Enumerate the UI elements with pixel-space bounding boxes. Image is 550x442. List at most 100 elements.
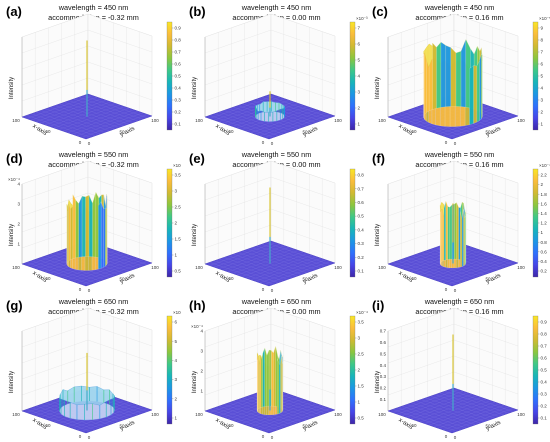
grid-line-z [204,224,336,249]
surface-wall [461,209,464,267]
x-tick-label: 100 [12,412,20,417]
mesh-line [35,98,102,122]
colorbar-tick-label: 2.2 [541,173,548,178]
surface-wall [450,47,457,107]
surface-wall [92,192,96,258]
colorbar-tick-label: 2 [358,368,361,373]
y-axis-label: y-axis [485,273,502,285]
colorbar-tick-label: 0.7 [175,50,182,55]
mesh-line [78,97,143,120]
colorbar-tick-label: 1.8 [541,192,548,197]
surface-plot: 100 50 0 0 50 100 x-axis y-axis Intensity 9 8 7 6 5 4 3… [375,13,550,146]
y-axis-label: y-axis [302,420,319,432]
colorbar-tick-label: 0.4 [541,259,548,264]
panel-letter: (g) [6,298,23,313]
mesh-line [444,391,509,414]
colorbar-tick-label: 1 [358,122,361,127]
colorbar-tick-label: 3.5 [175,173,182,178]
colorbar-exponent: ×10 [173,310,181,315]
z-tick-exponent: ×10⁻⁴ [8,177,20,182]
colorbar-tick-label: 0.1 [541,416,548,421]
colorbar-tick-label: 4 [358,74,361,79]
panel-c: (c) wavelength = 450 nm accommodation = … [368,0,550,147]
z-tick-label: 0.5 [380,351,387,356]
z-axis-label: Intensity [375,371,381,393]
z-tick-label: 3 [17,202,20,207]
grid-line-z [21,371,153,396]
surface-wall [460,211,463,268]
surface-wall [101,201,104,269]
x-tick-label: 100 [195,412,203,417]
colorbar-tick-label: 2 [358,106,361,111]
surface-wall [445,201,448,260]
y-tick-label: 0 [454,141,457,146]
grid-line-z [21,176,153,201]
grid-line-z [387,45,519,70]
surface-wall [441,202,443,262]
surface-wall [479,54,482,121]
colorbar-tick-label: 0.7 [358,186,365,191]
colorbar-tick-label: 0.6 [541,249,548,254]
surface-wall [432,42,437,110]
surface-plot: 100 50 0 0 50 100 x-axis y-axis Intensity 7 6 5 4 3 2 1… [192,13,368,146]
mesh-line [214,244,281,268]
y-tick-label: 100 [334,265,342,270]
colorbar-tick-label: 0.2 [358,255,365,260]
surface-wall [105,208,107,267]
mesh-line [410,395,477,419]
z-axis-label: Intensity [9,224,15,246]
grid-line-z [21,29,153,54]
y-tick-label: 100 [151,412,159,417]
surface-wall [88,195,93,257]
mesh-line [266,242,331,265]
x-tick-label: 50 [45,129,51,134]
y-tick-label: 100 [517,265,525,270]
panel-f: (f) wavelength = 550 nm accommodation = … [368,147,550,294]
z-tick-exponent: ×10⁻⁴ [191,324,203,329]
surface-wall [103,208,106,268]
x-tick-label: 100 [378,265,386,270]
mesh-line [73,98,138,122]
colorbar [166,21,173,131]
y-tick-label: 50 [485,130,491,135]
colorbar-tick-label: 0.7 [541,344,548,349]
colorbar-tick-label: 7 [541,50,544,55]
colorbar-tick-label: 0.2 [541,404,548,409]
y-tick-label: 50 [485,424,491,429]
colorbar-tick-label: 0.5 [358,214,365,219]
z-tick-label: 0.7 [380,329,387,334]
grid-line-z [387,371,519,396]
z-tick-label: 0.3 [380,374,387,379]
surface-wall [469,65,474,125]
title-wavelength: wavelength = 650 nm [241,297,312,306]
x-tick-label: 100 [195,265,203,270]
colorbar-tick-label: 0.8 [358,173,365,178]
panel-b: (b) wavelength = 450 nm accommodation = … [185,0,368,147]
mesh-line [64,102,129,125]
x-tick-label: 0 [79,287,82,292]
y-tick-label: 50 [485,277,491,282]
mesh-line [223,247,290,271]
x-tick-label: 50 [411,129,417,134]
grid-line-z [387,192,519,217]
surface-wall [445,45,451,107]
surface-wall [440,42,446,108]
panel-d: (d) wavelength = 550 nm accommodation = … [2,147,185,294]
mesh-line [49,103,116,127]
colorbar-tick-label: 0.2 [541,269,548,274]
x-axis-label: x-axis [31,123,47,137]
colorbar-tick-label: 3 [358,90,361,95]
grid-line-z [21,323,153,348]
panel-letter: (e) [189,151,205,166]
colorbar-tick-label: 0.3 [358,241,365,246]
colorbar-tick-label: 0.3 [541,392,548,397]
colorbar [166,168,173,278]
panel-letter: (d) [6,151,23,166]
colorbar [349,168,356,278]
colorbar [532,168,539,278]
title-wavelength: wavelength = 650 nm [58,297,129,306]
mesh-line [247,249,312,272]
mesh-line [218,245,285,269]
title-wavelength: wavelength = 450 nm [58,3,129,12]
